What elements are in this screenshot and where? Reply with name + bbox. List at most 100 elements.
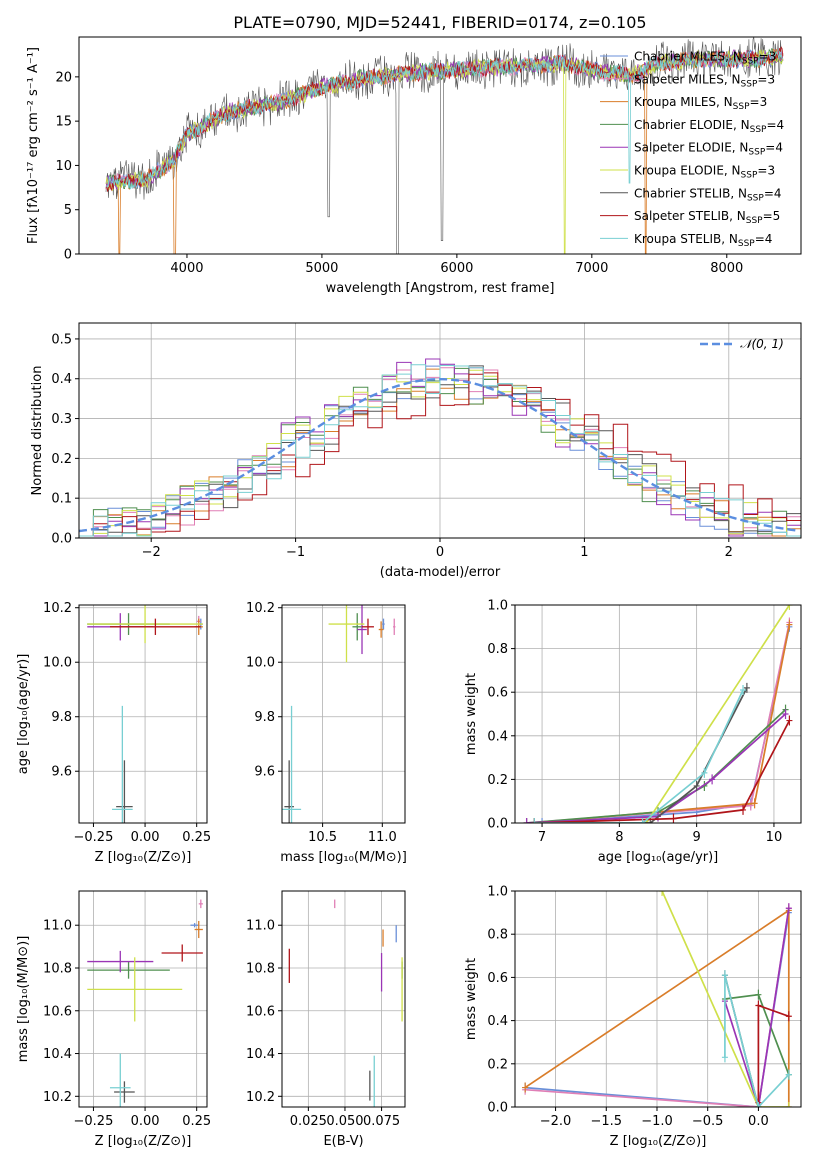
legend-label-kroupa-elodie: Kroupa ELODIE, NSSP=3 (634, 164, 775, 181)
weight-point-kroupa-stelib (721, 970, 728, 981)
weight-point-kroupa-stelib (639, 818, 646, 823)
errorbar-chabrier-miles (382, 618, 385, 630)
y-tick-label: 10.6 (246, 1004, 275, 1019)
legend-label-salpeter-miles: Salpeter MILES, NSSP=3 (634, 72, 775, 89)
age-vs-z-panel: −0.25 0.00 0.25 9.6 9.8 10.0 10.2 Z [log₁₀(Z/Z⊙… (16, 601, 211, 865)
x-tick-label: −1.0 (641, 1114, 673, 1129)
x-tick-label: 10.5 (308, 830, 337, 845)
y-tick-label: 10.2 (43, 1090, 72, 1105)
x-tick-label: −2.0 (540, 1114, 572, 1129)
x-tick-label: 6000 (440, 261, 473, 276)
weight-point-kroupa-miles (522, 1082, 529, 1093)
errorbar-kroupa-elodie (328, 605, 365, 663)
weight-point-salpeter-elodie (785, 903, 792, 914)
x-tick-label: −0.25 (74, 1114, 114, 1129)
age-vs-mass-plot-area (282, 605, 396, 823)
mass-vs-z-panel: −0.25 0.00 0.25 10.2 10.4 10.6 10.8 11.0 Z [log₁… (16, 890, 211, 1149)
weight-point-kroupa-elodie (785, 1102, 792, 1107)
weight-point-salpeter-stelib (740, 804, 747, 815)
weight-line-kroupa-elodie (661, 891, 789, 1107)
errorbar-chabrier-stelib (114, 1081, 135, 1103)
y-tick-label: 10.0 (246, 656, 275, 671)
y-tick-label: 0.8 (487, 928, 508, 943)
weight-line-salpeter-stelib (534, 720, 791, 823)
x-tick-label: 0.00 (131, 1114, 160, 1129)
x-tick-label: 5000 (305, 261, 338, 276)
y-tick-label: 11.0 (43, 919, 72, 934)
x-axis-label: age [log₁₀(age/yr)] (598, 850, 719, 865)
weight-point-kroupa-elodie (786, 605, 793, 610)
spectrum-title: PLATE=0790, MJD=52441, FIBERID=0174, z=0… (233, 13, 646, 32)
x-tick-label: −1.5 (590, 1114, 622, 1129)
y-tick-label: 11.0 (246, 919, 275, 934)
weight-point-kroupa-elodie (659, 891, 666, 896)
weight-point-kroupa-stelib (755, 1102, 762, 1107)
y-tick-label: 0.2 (487, 773, 508, 788)
y-tick-label: 1.0 (487, 885, 508, 900)
y-tick-label: 10.2 (246, 1090, 275, 1105)
x-tick-label: 8000 (710, 261, 743, 276)
y-tick-label: 0.4 (487, 1014, 508, 1029)
residuals-panel: −2 −1 0 1 2 0.0 0.1 0.2 0.3 0.4 0.5 (data-model)/er… (30, 322, 802, 580)
y-tick-label: 9.6 (51, 765, 72, 780)
weight-point-salpeter-stelib (755, 1000, 762, 1011)
errorbar-salpeter-miles (198, 899, 203, 909)
weight-line-salpeter-stelib (757, 1004, 790, 1103)
y-tick-label: 0.1 (51, 492, 72, 507)
x-axis-label: wavelength [Angstrom, rest frame] (326, 281, 555, 296)
y-axis-label: mass [log₁₀(M/M⊙)] (16, 936, 31, 1063)
y-tick-label: 1.0 (487, 599, 508, 614)
x-axis-label: (data-model)/error (380, 565, 501, 580)
weight-point-chabrier-stelib (743, 682, 750, 693)
age-vs-mass-panel: 10.5 11.0 9.6 9.8 10.0 10.2 mass [log₁₀(M/M⊙)] (246, 601, 407, 865)
y-tick-label: 9.6 (254, 765, 275, 780)
errorbar-kroupa-stelib (282, 705, 302, 823)
histogram-salpeter-stelib (79, 372, 801, 537)
mass-vs-ebv-plot-area (288, 899, 403, 1107)
y-tick-label: 10 (55, 159, 72, 174)
errorbar-chabrier-elodie (352, 613, 363, 641)
axes-frame (514, 604, 802, 824)
x-tick-label: 0.00 (131, 830, 160, 845)
weight-line-kroupa-elodie (534, 605, 791, 823)
errorbar-salpeter-elodie (87, 950, 154, 973)
x-tick-label: 9 (693, 830, 701, 845)
x-tick-label: −2 (142, 545, 161, 560)
errorbar-chabrier-elodie (87, 961, 170, 979)
weight-vs-age-panel: 7 8 9 10 0.0 0.2 0.4 0.6 0.8 1.0 age [log₁₀(age/yr… (464, 599, 802, 865)
x-tick-label: 0 (436, 545, 444, 560)
spectrum-panel: 4000 5000 6000 7000 8000 0 5 10 15 20 wavelength [… (26, 13, 802, 296)
errorbar-kroupa-miles (194, 920, 203, 939)
weight-point-salpeter-elodie (709, 774, 716, 785)
errorbar-chabrier-miles (190, 923, 199, 928)
y-tick-label: 0.6 (487, 686, 508, 701)
y-tick-label: 0.0 (487, 817, 508, 832)
errorbar-salpeter-miles (393, 618, 396, 635)
weight-point-kroupa-stelib (721, 1052, 728, 1063)
x-tick-label: 4000 (170, 261, 203, 276)
y-tick-label: 0.4 (487, 729, 508, 744)
legend-label-gaussian: 𝒩(0, 1) (740, 337, 784, 351)
y-tick-label: 10.0 (43, 656, 72, 671)
errorbar-chabrier-stelib (284, 760, 294, 823)
errorbar-salpeter-stelib (109, 618, 201, 635)
errorbar-salpeter-stelib (161, 944, 203, 962)
x-tick-label: −0.25 (74, 830, 114, 845)
x-tick-label: 0.050 (326, 1114, 363, 1129)
weight-line-salpeter-elodie (724, 908, 790, 1107)
y-tick-label: 0.2 (51, 452, 72, 467)
weight-point-kroupa-stelib (740, 685, 747, 696)
gaussian-curve (79, 378, 799, 533)
spectrum-legend: Chabrier MILES, NSSP=3 Salpeter MILES, NS… (600, 50, 784, 249)
y-tick-label: 20 (55, 70, 72, 85)
x-axis-label: E(B-V) (323, 1134, 363, 1149)
weight-line-kroupa-stelib (724, 974, 790, 1107)
x-tick-label: 8 (615, 830, 623, 845)
weight-line-chabrier-elodie (724, 993, 790, 1075)
errorbar-salpeter-stelib (362, 618, 374, 635)
weight-point-salpeter-miles (747, 800, 754, 811)
mass-vs-z-plot-area (87, 899, 203, 1107)
residuals-plot-area (79, 358, 801, 537)
y-axis-label: mass weight (464, 958, 479, 1040)
